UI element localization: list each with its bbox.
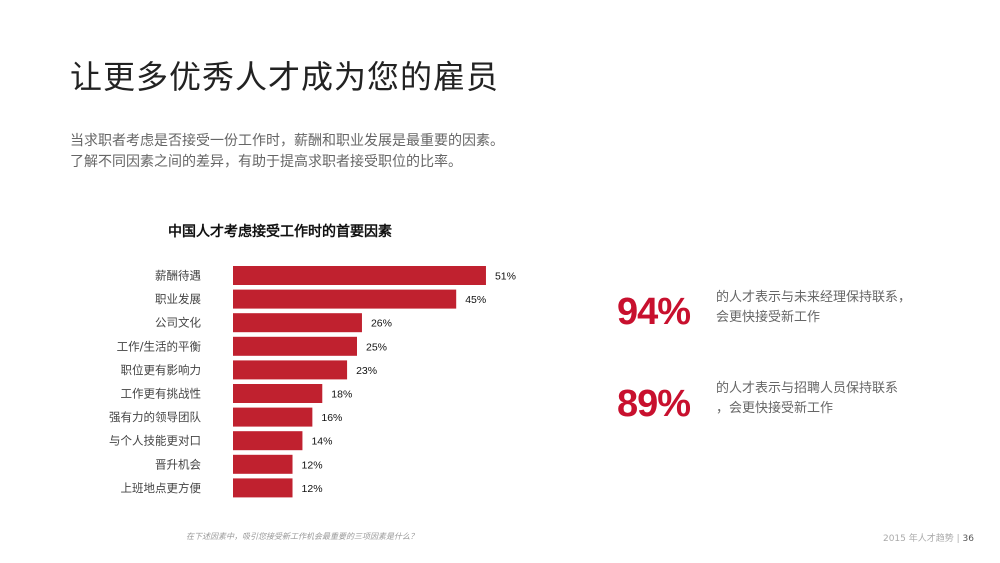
bar xyxy=(233,431,303,451)
category-label: 薪酬待遇 xyxy=(155,269,201,283)
bar xyxy=(233,313,362,333)
bar xyxy=(233,289,457,309)
stat-text-line-1: 的人才表示与招聘人员保持联系 xyxy=(716,381,899,396)
survey-question-footnote: 在下述因素中，吸引您接受新工作机会最重要的三项因素是什么？ xyxy=(186,532,418,541)
stat-text-line-2: ，会更快接受新工作 xyxy=(716,401,834,416)
bar xyxy=(233,407,313,427)
bar xyxy=(233,454,293,474)
footer-text: 2015 年人才趋势 xyxy=(882,534,954,544)
footer-separator: | xyxy=(956,534,960,544)
bar xyxy=(233,360,348,380)
value-label: 14% xyxy=(311,436,332,448)
stat-number: 94% xyxy=(617,291,691,333)
value-label: 16% xyxy=(321,412,342,424)
bar xyxy=(233,336,357,356)
page-title: 让更多优秀人才成为您的雇员 xyxy=(70,58,500,96)
stat-text: 的人才表示与招聘人员保持联系 ，会更快接受新工作 xyxy=(716,379,898,419)
category-label: 晋升机会 xyxy=(155,457,201,471)
category-label: 职位更有影响力 xyxy=(121,363,202,377)
stat-text-line-1: 的人才表示与未来经理保持联系， xyxy=(716,290,912,305)
page-number: 36 xyxy=(962,534,974,544)
value-label: 12% xyxy=(302,459,323,471)
stat-number: 89% xyxy=(617,383,691,425)
value-label: 18% xyxy=(331,389,352,401)
value-label: 51% xyxy=(495,271,516,283)
page-footer: 2015 年人才趋势 | 36 xyxy=(883,531,974,544)
bar xyxy=(233,478,293,498)
value-label: 12% xyxy=(302,483,323,495)
chart-title: 中国人才考虑接受工作时的首要因素 xyxy=(168,224,392,240)
category-label: 工作/生活的平衡 xyxy=(117,339,202,353)
intro-line-2: 了解不同因素之间的差异，有助于提高求职者接受职位的比率。 xyxy=(70,154,462,170)
intro-line-1: 当求职者考虑是否接受一份工作时，薪酬和职业发展是最重要的因素。 xyxy=(70,133,504,149)
value-label: 26% xyxy=(371,318,392,330)
value-label: 45% xyxy=(465,294,486,306)
category-label: 职业发展 xyxy=(155,292,201,306)
category-label: 与个人技能更对口 xyxy=(109,434,201,448)
bar xyxy=(233,384,323,403)
stat-text-line-2: 会更快接受新工作 xyxy=(716,310,821,325)
value-label: 25% xyxy=(366,341,387,353)
intro-text: 当求职者考虑是否接受一份工作时，薪酬和职业发展是最重要的因素。 了解不同因素之间… xyxy=(70,131,504,173)
value-label: 23% xyxy=(356,365,377,377)
stat-text: 的人才表示与未来经理保持联系， 会更快接受新工作 xyxy=(716,288,911,328)
bar xyxy=(233,266,486,285)
category-label: 上班地点更方便 xyxy=(121,481,202,495)
category-label: 强有力的领导团队 xyxy=(109,410,201,424)
category-label: 公司文化 xyxy=(155,316,201,330)
category-label: 工作更有挑战性 xyxy=(121,387,202,401)
